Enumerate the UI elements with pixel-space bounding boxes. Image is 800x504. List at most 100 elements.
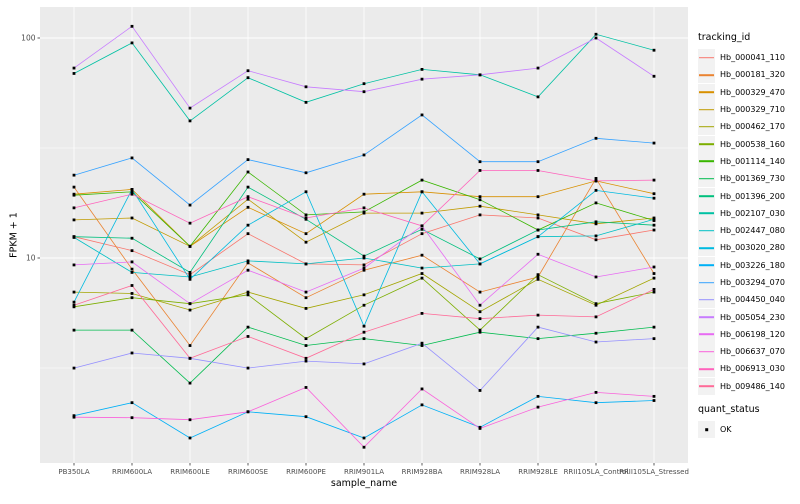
data-point — [420, 77, 424, 81]
data-point — [246, 223, 250, 227]
data-point — [478, 169, 482, 172]
x-tick-label: RRII105LA_Stressed — [619, 468, 689, 476]
data-point — [72, 185, 76, 189]
legend-item-Hb_006913_030: Hb_006913_030 — [698, 360, 798, 378]
data-point — [420, 224, 424, 228]
x-axis-title: sample_name — [330, 478, 398, 489]
square-point-icon — [704, 427, 709, 432]
data-point — [304, 190, 308, 194]
data-point — [594, 275, 598, 279]
data-point — [478, 204, 482, 208]
data-point — [130, 156, 134, 160]
legend-key-box — [698, 83, 715, 101]
data-point — [188, 244, 192, 248]
data-point — [362, 153, 366, 157]
data-point — [652, 223, 656, 227]
data-point — [188, 106, 192, 110]
data-point — [420, 211, 424, 215]
legend-key-box — [698, 204, 715, 222]
legend-item-Hb_002107_030: Hb_002107_030 — [698, 204, 798, 222]
data-point — [420, 266, 424, 270]
x-tick-label: RRIM600LA — [112, 468, 152, 476]
legend-key-box — [698, 291, 715, 309]
legend-key-box — [698, 360, 715, 378]
data-point — [420, 276, 424, 280]
legend-item-Hb_003020_280: Hb_003020_280 — [698, 239, 798, 257]
data-point — [420, 253, 424, 257]
legend-item-label: Hb_009486_140 — [720, 381, 785, 391]
data-point — [420, 387, 424, 391]
legend-key-box — [698, 274, 715, 291]
data-point — [536, 160, 540, 164]
legend-key-box — [698, 118, 715, 136]
legend-item-Hb_000462_170: Hb_000462_170 — [698, 118, 798, 136]
data-point — [246, 185, 250, 189]
data-point — [304, 171, 308, 175]
legend-item-Hb_004450_040: Hb_004450_040 — [698, 291, 798, 309]
data-point — [362, 256, 366, 260]
data-point — [72, 206, 76, 210]
legend-title-quant-status: quant_status — [698, 403, 760, 415]
data-point — [420, 232, 424, 236]
data-point — [362, 436, 366, 440]
legend-item-label: Hb_000329_710 — [720, 105, 785, 115]
legend-key-box — [698, 152, 715, 170]
data-point — [652, 196, 656, 200]
legend-line-swatch — [699, 368, 714, 370]
legend-key-box — [698, 308, 715, 326]
legend-key-box — [698, 325, 715, 343]
data-point — [246, 76, 250, 80]
x-tick-label: RRIM928BA — [402, 468, 443, 476]
data-point — [420, 178, 424, 182]
legend-item-label: Hb_000041_110 — [720, 53, 785, 63]
data-point — [246, 259, 250, 263]
data-point — [304, 213, 308, 217]
data-point — [536, 252, 540, 256]
data-point — [420, 272, 424, 275]
data-point — [478, 303, 482, 307]
data-point — [130, 284, 134, 287]
data-point — [130, 416, 134, 420]
legend-item-ok: OK — [698, 421, 798, 439]
legend-key-box — [698, 256, 715, 274]
data-point — [304, 337, 308, 341]
legend-line-swatch — [699, 56, 714, 59]
data-point — [188, 436, 192, 440]
legend-title-tracking-id: tracking_id — [698, 32, 751, 43]
data-point — [652, 74, 656, 78]
data-point — [304, 296, 308, 300]
data-point — [536, 275, 540, 279]
data-point — [130, 41, 134, 45]
data-point — [594, 32, 598, 36]
data-point — [594, 188, 598, 192]
data-point — [652, 265, 656, 269]
data-point — [188, 381, 192, 385]
data-point — [536, 213, 540, 217]
data-point — [536, 394, 540, 398]
legend-line-swatch — [699, 108, 714, 111]
legend-item-Hb_009486_140: Hb_009486_140 — [698, 377, 798, 395]
data-point — [536, 277, 540, 281]
data-point — [304, 85, 308, 89]
legend-item-label: Hb_001369_730 — [720, 174, 785, 184]
legend-item-label: Hb_006637_070 — [720, 347, 785, 357]
data-point — [652, 290, 656, 294]
data-point — [478, 310, 482, 314]
data-point — [594, 36, 598, 40]
data-point — [362, 293, 366, 297]
data-point — [478, 262, 482, 266]
legend-item-label: Hb_002447_080 — [720, 226, 785, 236]
data-point — [246, 290, 250, 294]
data-point — [420, 403, 424, 407]
y-axis-title: FPKM + 1 — [8, 212, 20, 258]
legend-line-swatch — [699, 333, 714, 336]
data-point — [652, 48, 656, 52]
data-point — [188, 277, 192, 281]
data-point — [246, 268, 250, 272]
legend-item-label: Hb_005054_230 — [720, 312, 785, 322]
data-point — [594, 315, 598, 319]
data-point — [72, 414, 76, 418]
data-point — [420, 113, 424, 117]
data-point — [536, 273, 540, 277]
